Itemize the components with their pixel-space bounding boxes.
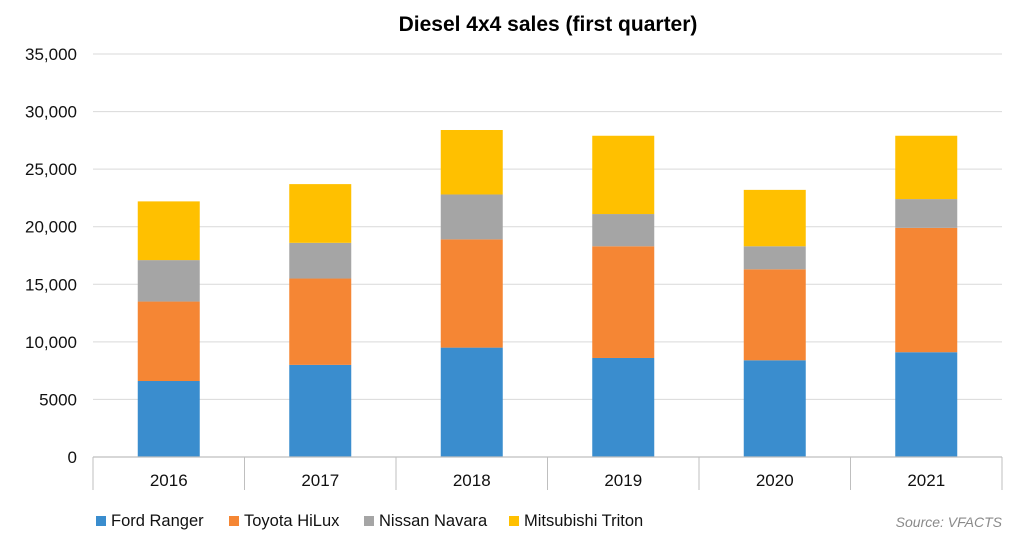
bar-toyota-hilux-2020 (743, 269, 806, 361)
bar-nissan-navara-2020 (743, 246, 806, 270)
bar-nissan-navara-2019 (592, 214, 655, 247)
bar-mitsubishi-triton-2021 (895, 135, 958, 200)
legend-label-nissan-navara: Nissan Navara (379, 512, 488, 530)
bar-mitsubishi-triton-2017 (289, 184, 352, 243)
x-tick-label: 2019 (604, 471, 642, 490)
source-note: Source: VFACTS (896, 514, 1003, 530)
bar-mitsubishi-triton-2016 (137, 201, 200, 261)
y-axis-tick-labels: 0 5000 10,000 15,000 20,000 25,000 30,000 35,00… (25, 45, 77, 467)
legend: Ford Ranger Toyota HiLux Nissan Navara Mits… (96, 512, 643, 530)
chart-title: Diesel 4x4 sales (first quarter) (399, 13, 698, 36)
x-tick-label: 2020 (756, 471, 794, 490)
legend-swatch-mitsubishi-triton (509, 516, 519, 526)
x-tick-label: 2018 (453, 471, 491, 490)
bar-nissan-navara-2021 (895, 199, 958, 228)
y-tick-label: 5000 (39, 390, 77, 409)
bar-toyota-hilux-2021 (895, 227, 958, 353)
bar-toyota-hilux-2017 (289, 278, 352, 365)
bar-toyota-hilux-2016 (137, 301, 200, 382)
legend-swatch-ford-ranger (96, 516, 106, 526)
legend-label-ford-ranger: Ford Ranger (111, 512, 204, 530)
y-tick-label: 30,000 (25, 103, 77, 122)
y-tick-label: 10,000 (25, 333, 77, 352)
gridlines (93, 53, 1002, 400)
legend-label-mitsubishi-triton: Mitsubishi Triton (524, 512, 643, 530)
bar-ford-ranger-2019 (592, 357, 655, 457)
y-tick-label: 0 (68, 448, 77, 467)
y-tick-label: 25,000 (25, 160, 77, 179)
bar-toyota-hilux-2018 (440, 239, 503, 348)
x-axis-tick-labels: 2016 2017 2018 2019 2020 2021 (150, 471, 945, 490)
bars (137, 129, 958, 457)
bar-nissan-navara-2017 (289, 242, 352, 279)
bar-nissan-navara-2018 (440, 194, 503, 240)
x-tick-label: 2021 (907, 471, 945, 490)
bar-mitsubishi-triton-2019 (592, 135, 655, 215)
bar-nissan-navara-2016 (137, 260, 200, 302)
x-tick-label: 2017 (301, 471, 339, 490)
y-tick-label: 35,000 (25, 45, 77, 64)
bar-ford-ranger-2017 (289, 364, 352, 457)
bar-toyota-hilux-2019 (592, 246, 655, 358)
legend-label-toyota-hilux: Toyota HiLux (244, 512, 340, 530)
x-tick-label: 2016 (150, 471, 188, 490)
y-tick-label: 20,000 (25, 218, 77, 237)
legend-swatch-toyota-hilux (229, 516, 239, 526)
x-axis (92, 456, 1003, 490)
bar-ford-ranger-2018 (440, 347, 503, 457)
bar-mitsubishi-triton-2020 (743, 189, 806, 247)
bar-ford-ranger-2020 (743, 360, 806, 457)
bar-ford-ranger-2016 (137, 381, 200, 457)
bar-ford-ranger-2021 (895, 352, 958, 457)
y-tick-label: 15,000 (25, 275, 77, 294)
bar-mitsubishi-triton-2018 (440, 129, 503, 195)
legend-swatch-nissan-navara (364, 516, 374, 526)
